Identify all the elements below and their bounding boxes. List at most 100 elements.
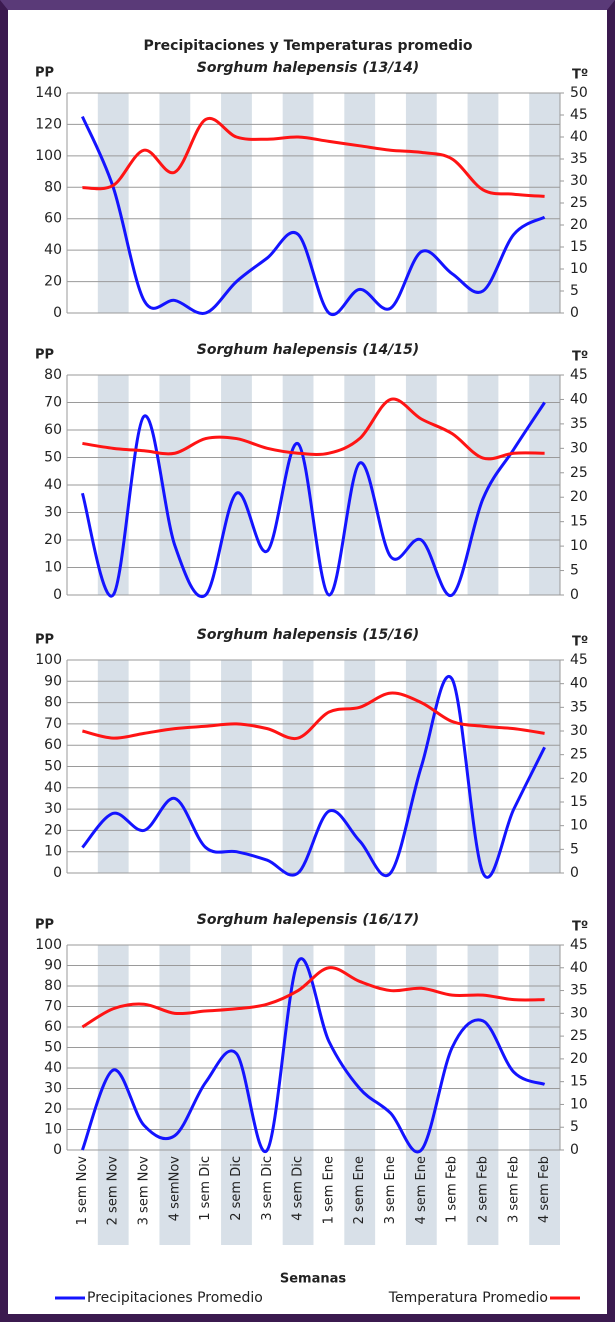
- y-axis-label: PP: [35, 66, 54, 81]
- x-tick-label: 3 sem Nov: [137, 1156, 152, 1226]
- y2-tick-label: 15: [570, 239, 588, 255]
- y2-tick-label: 20: [570, 770, 588, 786]
- y-tick-label: 0: [53, 1142, 62, 1158]
- column-band: [97, 945, 129, 1245]
- legend-label: Precipitaciones Promedio: [87, 1290, 263, 1306]
- x-tick-label: 3 sem Feb: [506, 1156, 521, 1223]
- data-line: [81, 957, 546, 1154]
- y-tick-label: 60: [44, 1019, 62, 1035]
- y-tick-label: 0: [53, 865, 62, 881]
- data-line: [81, 675, 546, 879]
- y2-tick-label: 30: [570, 1005, 588, 1021]
- x-tick-label: 1 sem Nov: [75, 1156, 90, 1226]
- y2-tick-label: 10: [570, 818, 588, 834]
- y-tick-label: 60: [44, 737, 62, 753]
- y-tick-label: 40: [44, 477, 62, 493]
- y2-tick-label: 50: [570, 85, 588, 101]
- y2-axis-label: Tº: [572, 68, 588, 83]
- y2-tick-label: 10: [570, 538, 588, 554]
- x-tick-label: 4 semNov: [167, 1156, 182, 1222]
- y2-tick-label: 10: [570, 1096, 588, 1112]
- y2-tick-label: 25: [570, 195, 588, 211]
- chart-subtitle: Sorghum halepensis (13/14): [197, 60, 419, 76]
- y2-tick-label: 20: [570, 217, 588, 233]
- y-tick-label: 70: [44, 395, 62, 411]
- column-band: [221, 945, 252, 1245]
- y2-tick-label: 5: [570, 563, 579, 579]
- column-band: [405, 945, 437, 1245]
- y2-tick-label: 10: [570, 261, 588, 277]
- chart-subtitle: Sorghum halepensis (16/17): [197, 912, 419, 928]
- y2-tick-label: 0: [570, 305, 579, 321]
- y2-tick-label: 5: [570, 1119, 579, 1135]
- y-tick-label: 10: [44, 844, 62, 860]
- x-tick-label: 2 sem Ene: [352, 1156, 367, 1224]
- y2-axis-label: Tº: [572, 350, 588, 365]
- column-band: [344, 93, 376, 313]
- y-tick-label: 50: [44, 759, 62, 775]
- column-band: [97, 93, 129, 313]
- y-tick-label: 100: [35, 148, 62, 164]
- y2-tick-label: 45: [570, 107, 588, 123]
- y2-tick-label: 45: [570, 652, 588, 668]
- x-tick-label: 4 sem Ene: [414, 1156, 429, 1224]
- y-tick-label: 50: [44, 450, 62, 466]
- y-tick-label: 90: [44, 673, 62, 689]
- y-tick-label: 120: [35, 116, 62, 132]
- y-tick-label: 0: [53, 587, 62, 603]
- y2-axis-label: Tº: [572, 635, 588, 650]
- y-tick-label: 10: [44, 1122, 62, 1138]
- y-tick-label: 40: [44, 242, 62, 258]
- data-line: [82, 691, 545, 741]
- y-tick-label: 80: [44, 179, 62, 195]
- column-band: [405, 93, 437, 313]
- y-axis-label: PP: [35, 348, 54, 363]
- y-tick-label: 50: [44, 1040, 62, 1056]
- y2-tick-label: 40: [570, 676, 588, 692]
- data-line: [81, 115, 546, 317]
- y-tick-label: 20: [44, 532, 62, 548]
- x-tick-label: 1 sem Ene: [321, 1156, 336, 1224]
- y2-tick-label: 15: [570, 514, 588, 530]
- y-tick-label: 40: [44, 1060, 62, 1076]
- y-tick-label: 80: [44, 367, 62, 383]
- data-line: [82, 116, 545, 198]
- y-tick-label: 100: [35, 937, 62, 953]
- y2-tick-label: 5: [570, 841, 579, 857]
- y-tick-label: 80: [44, 695, 62, 711]
- y-tick-label: 60: [44, 211, 62, 227]
- x-tick-label: 3 sem Dic: [260, 1156, 275, 1221]
- y2-tick-label: 5: [570, 283, 579, 299]
- y-tick-label: 20: [44, 274, 62, 290]
- y2-tick-label: 30: [570, 723, 588, 739]
- column-band: [282, 93, 314, 313]
- y2-tick-label: 40: [570, 391, 588, 407]
- y-tick-label: 30: [44, 1081, 62, 1097]
- y2-tick-label: 0: [570, 865, 579, 881]
- y-tick-label: 30: [44, 801, 62, 817]
- chart-title: Precipitaciones y Temperaturas promedio: [143, 38, 472, 54]
- column-band: [467, 93, 499, 313]
- y-tick-label: 140: [35, 85, 62, 101]
- y2-tick-label: 25: [570, 465, 588, 481]
- x-tick-label: 3 sem Ene: [383, 1156, 398, 1224]
- y2-tick-label: 25: [570, 747, 588, 763]
- y2-tick-label: 20: [570, 1051, 588, 1067]
- y2-tick-label: 40: [570, 960, 588, 976]
- y-tick-label: 30: [44, 505, 62, 521]
- column-band: [159, 945, 191, 1245]
- x-tick-label: 1 sem Dic: [198, 1156, 213, 1221]
- x-axis-label: Semanas: [280, 1272, 347, 1287]
- y-tick-label: 80: [44, 978, 62, 994]
- x-tick-label: 2 sem Feb: [475, 1156, 490, 1223]
- y-axis-label: PP: [35, 918, 54, 933]
- column-band: [159, 93, 191, 313]
- data-line: [80, 401, 546, 599]
- y2-tick-label: 45: [570, 367, 588, 383]
- x-tick-label: 4 sem Dic: [291, 1156, 306, 1221]
- x-tick-label: 4 sem Feb: [537, 1156, 552, 1223]
- y2-tick-label: 45: [570, 937, 588, 953]
- y-tick-label: 10: [44, 560, 62, 576]
